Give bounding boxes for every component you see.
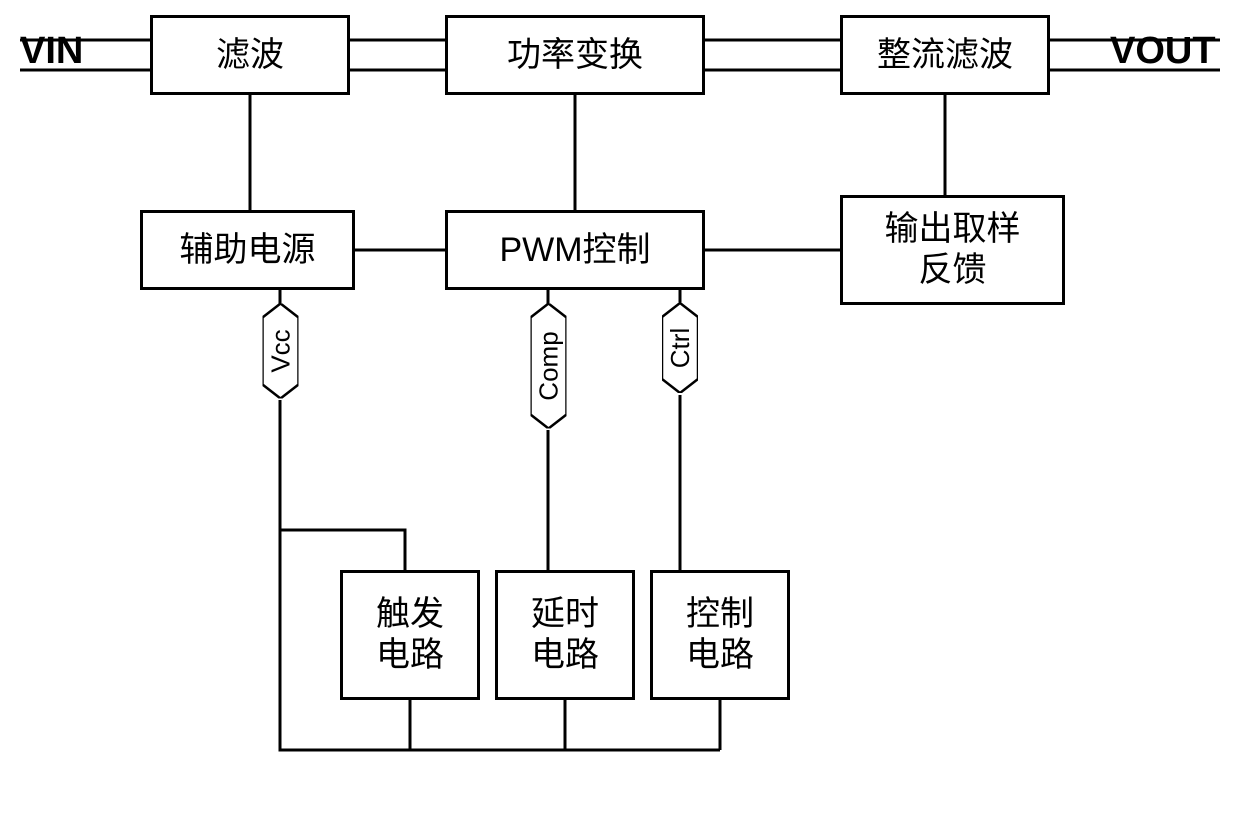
vout-label: VOUT (1110, 30, 1216, 73)
signal-comp: Comp (530, 303, 566, 428)
block-aux_power: 辅助电源 (140, 210, 355, 290)
block-pwm: PWM控制 (445, 210, 705, 290)
signal-vcc-label: Vcc (265, 329, 296, 372)
block-filter: 滤波 (150, 15, 350, 95)
block-rect_filter: 整流滤波 (840, 15, 1050, 95)
signal-comp-label: Comp (533, 331, 564, 400)
signal-ctrl: Ctrl (662, 303, 698, 393)
block-power_conv: 功率变换 (445, 15, 705, 95)
signal-vcc: Vcc (262, 303, 298, 398)
block-trigger: 触发 电路 (340, 570, 480, 700)
vin-label: VIN (20, 30, 83, 73)
block-delay: 延时 电路 (495, 570, 635, 700)
signal-ctrl-label: Ctrl (665, 328, 696, 368)
block-control: 控制 电路 (650, 570, 790, 700)
block-feedback: 输出取样 反馈 (840, 195, 1065, 305)
